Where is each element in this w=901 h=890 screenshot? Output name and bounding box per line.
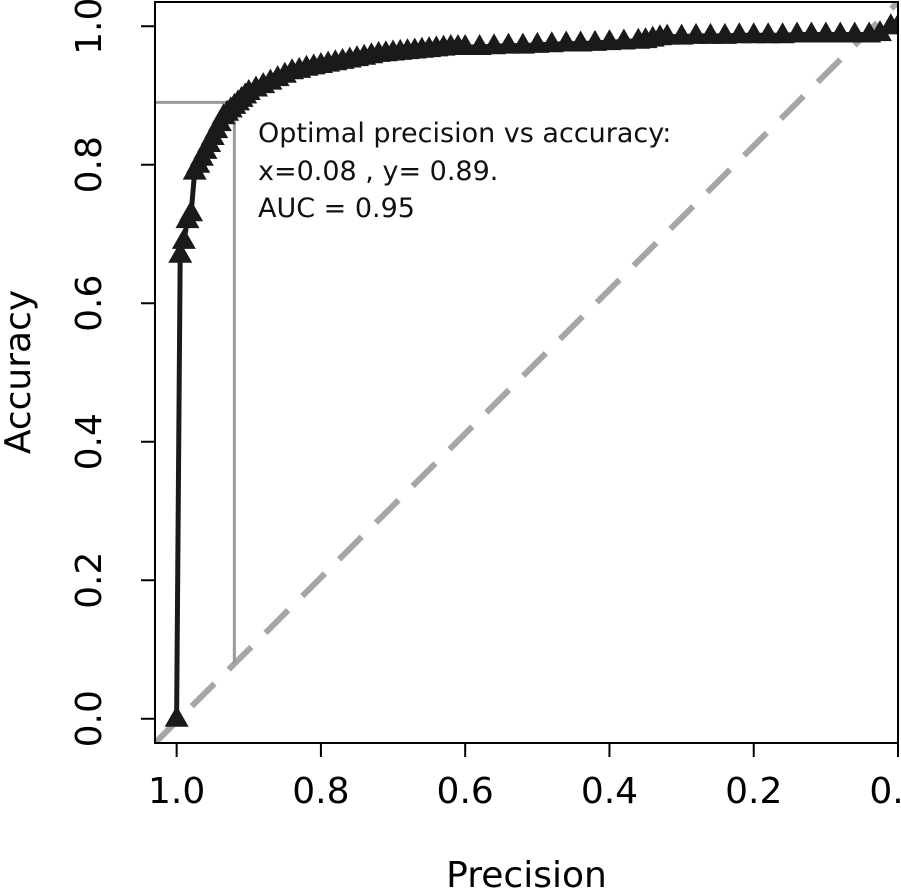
y-tick-label: 0.2 (69, 552, 110, 609)
x-tick-label: 0.0 (869, 771, 901, 812)
y-tick-label: 0.4 (69, 413, 110, 470)
data-point-marker (179, 200, 204, 222)
annotation-line-1: Optimal precision vs accuracy: (258, 118, 671, 149)
x-tick-label: 1.0 (148, 771, 205, 812)
reference-diagonal-line (155, 2, 898, 743)
x-tick-label: 0.4 (581, 771, 638, 812)
x-tick-label: 0.8 (292, 771, 349, 812)
data-point-marker (171, 227, 196, 249)
annotation-line-2: x=0.08 , y= 0.89. (258, 156, 498, 187)
plot-frame (154, 1, 899, 744)
y-axis-ticks: 0.0 0.2 0.4 0.6 0.8 1.0 (69, 0, 155, 747)
annotation-line-3: AUC = 0.95 (258, 193, 415, 224)
x-tick-label: 0.6 (437, 771, 494, 812)
y-tick-label: 0.6 (69, 275, 110, 332)
data-point-marker (164, 705, 189, 727)
data-point-marker (168, 241, 193, 263)
y-tick-label: 1.0 (69, 0, 110, 55)
x-axis-ticks: 1.0 0.8 0.6 0.4 0.2 0.0 (148, 743, 901, 812)
data-point-marker (867, 20, 892, 42)
y-tick-label: 0.8 (69, 136, 110, 193)
y-tick-label: 0.0 (69, 690, 110, 747)
y-axis-label: Accuracy (0, 290, 39, 454)
plot-area (155, 2, 898, 743)
data-point-marker (886, 13, 898, 35)
x-axis-label: Precision (446, 855, 607, 890)
x-tick-label: 0.2 (725, 771, 782, 812)
